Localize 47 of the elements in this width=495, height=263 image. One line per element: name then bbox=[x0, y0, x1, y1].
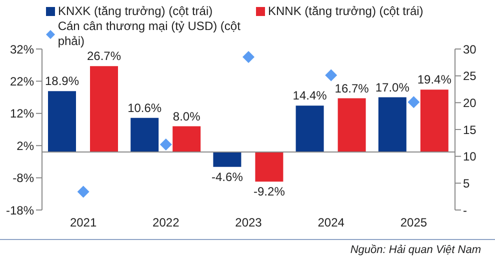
point bbox=[160, 138, 172, 151]
point bbox=[242, 51, 254, 64]
y2-tick-label: 10 bbox=[463, 150, 477, 164]
point bbox=[325, 69, 338, 82]
y-tick-label: -8% bbox=[12, 171, 34, 186]
y2-tick-label: - bbox=[463, 203, 467, 218]
data-label: 19.4% bbox=[417, 72, 452, 87]
bar bbox=[172, 126, 201, 152]
bar bbox=[90, 66, 118, 152]
y-tick-label: 32% bbox=[10, 42, 34, 56]
data-label: -4.6% bbox=[212, 170, 244, 184]
data-label: 16.7% bbox=[334, 81, 370, 96]
bar bbox=[48, 91, 76, 152]
data-label: 10.6% bbox=[128, 100, 162, 115]
bar bbox=[420, 90, 448, 152]
y2-tick-label: 5 bbox=[463, 176, 470, 190]
text: Nguồn: Hải quan Việt Nam bbox=[350, 244, 481, 256]
legend-label: KNNK (tăng trưởng) (cột trái) bbox=[268, 4, 424, 19]
data-label: 8.0% bbox=[172, 109, 201, 124]
point bbox=[408, 96, 420, 108]
x-tick-label: 2022 bbox=[152, 216, 180, 230]
bar bbox=[130, 118, 159, 152]
y-tick-label: 12% bbox=[10, 106, 34, 121]
y-tick-label: -18% bbox=[6, 203, 34, 218]
y2-tick-label: 25 bbox=[463, 69, 477, 84]
y2-tick-label: 20 bbox=[463, 96, 477, 110]
y-tick-label: 22% bbox=[10, 74, 34, 88]
x-tick-label: 2024 bbox=[318, 216, 345, 230]
bar bbox=[213, 152, 242, 167]
data-label: 18.9% bbox=[44, 74, 80, 88]
y2-tick-label: 15 bbox=[463, 122, 477, 137]
x-tick-label: 2023 bbox=[235, 216, 262, 230]
x-tick-label: 2021 bbox=[70, 216, 97, 230]
point bbox=[77, 186, 90, 198]
data-label: -9.2% bbox=[254, 184, 286, 199]
bar bbox=[378, 97, 406, 152]
bar bbox=[338, 98, 366, 152]
legend-label: Cán cân thương mại (tỷ USD) (cột phải) bbox=[58, 19, 242, 49]
data-label: 14.4% bbox=[292, 88, 328, 103]
bar bbox=[255, 152, 284, 182]
data-label: 26.7% bbox=[86, 49, 122, 64]
legend-label: KNXK (tăng trưởng) (cột trái) bbox=[58, 4, 213, 19]
y2-tick-label: 30 bbox=[463, 42, 477, 56]
data-label: 17.0% bbox=[375, 80, 410, 94]
bar bbox=[296, 106, 324, 152]
y-tick-label: 2% bbox=[16, 138, 34, 153]
x-tick-label: 2025 bbox=[400, 216, 428, 230]
